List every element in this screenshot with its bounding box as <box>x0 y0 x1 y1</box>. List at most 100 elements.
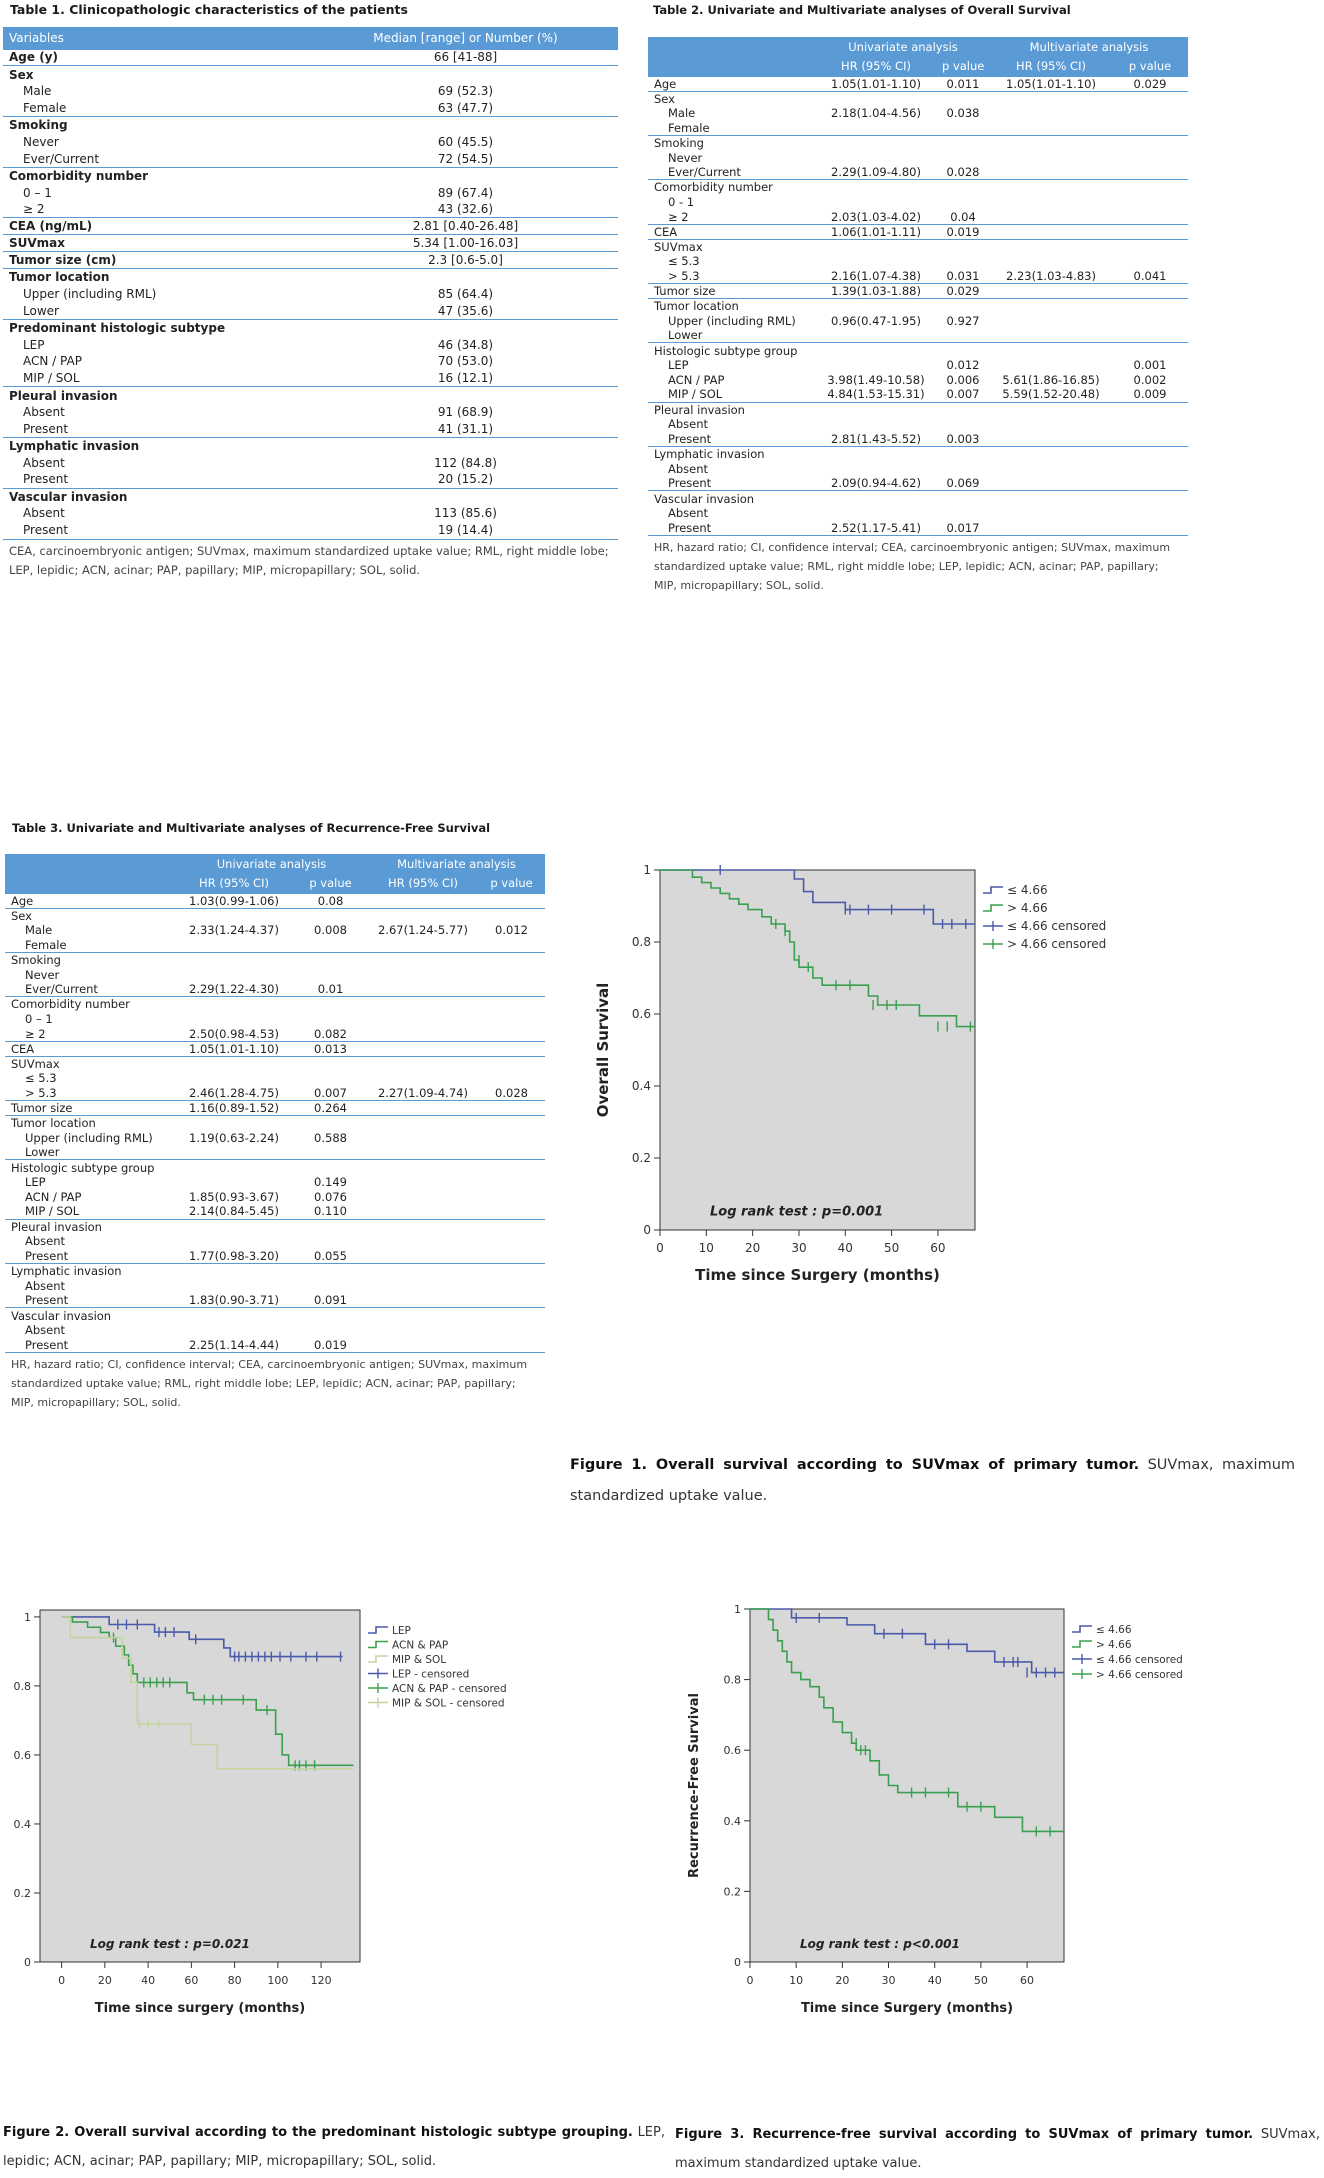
table1-caption: Table 1. Clinicopathologic characteristi… <box>10 2 408 17</box>
series-line <box>660 869 975 925</box>
x-tick-label: 120 <box>311 1974 332 1987</box>
x-tick-label: 20 <box>745 1241 760 1255</box>
row-cell <box>293 1278 368 1293</box>
table2-subheader-hr-multi: HR (95% CI) <box>990 56 1112 76</box>
row-cell <box>368 982 478 997</box>
row-cell: 0.028 <box>495 1085 528 1100</box>
table-row: Sex <box>5 907 545 923</box>
row-label: Male <box>668 106 696 121</box>
row-label: Absent <box>668 417 709 432</box>
row-cell: 0.019 <box>314 1337 347 1352</box>
table-row: MIP / SOL 16 (12.1) <box>3 370 618 387</box>
legend-label: MIP & SOL <box>392 1654 446 1666</box>
table-row: Lower <box>648 328 1188 343</box>
row-cell <box>816 195 936 210</box>
row-cell <box>1112 506 1188 521</box>
figure3-caption-text: SUVmax, maximum standardized uptake valu… <box>675 2127 1321 2171</box>
table-row: CEA 1.05(1.01-1.10) 0.013 <box>5 1040 545 1057</box>
row-value <box>313 166 618 185</box>
row-cell <box>990 417 1112 432</box>
row-label: CEA <box>648 223 816 240</box>
y-tick-label: 0.8 <box>632 935 651 949</box>
x-tick-label: 40 <box>838 1241 853 1255</box>
row-label: Pleural invasion <box>648 401 816 417</box>
row-label: Never <box>668 150 703 165</box>
row-cell <box>175 1218 293 1234</box>
row-value: 72 (54.5) <box>437 151 494 166</box>
series-line <box>61 1616 354 1770</box>
row-cell <box>936 446 990 462</box>
row-cell: 1.19(0.63-2.24) <box>189 1130 279 1145</box>
row-cell <box>175 1263 293 1279</box>
row-cell <box>936 238 990 254</box>
row-cell: 0.082 <box>314 1026 347 1041</box>
row-label: ≥ 2 <box>23 202 45 217</box>
row-cell <box>175 1145 293 1160</box>
table-row: Ever/Current 2.29(1.09-4.80) 0.028 <box>648 165 1188 180</box>
table-row: LEP 0.012 0.001 <box>648 358 1188 373</box>
table-row: Tumor size 1.39(1.03-1.88) 0.029 <box>648 283 1188 299</box>
x-tick-label: 0 <box>58 1974 65 1987</box>
legend-label: LEP - censored <box>392 1669 469 1681</box>
row-cell <box>1112 417 1188 432</box>
table3-subheader-hr-multi: HR (95% CI) <box>368 873 478 893</box>
row-label: MIP / SOL <box>668 387 723 402</box>
row-cell: 0.019 <box>936 223 990 240</box>
row-cell: 5.61(1.86-16.85) <box>1002 372 1100 387</box>
table-row: Present 2.25(1.14-4.44) 0.019 <box>5 1338 545 1353</box>
table-row: LEP 46 (34.8) <box>3 336 618 353</box>
table-row: MIP / SOL 2.14(0.84-5.45) 0.110 <box>5 1204 545 1219</box>
row-cell <box>368 1055 478 1071</box>
row-cell: 2.33(1.24-4.37) <box>189 923 279 938</box>
row-cell <box>368 1190 478 1205</box>
row-cell: 0.588 <box>314 1130 347 1145</box>
row-cell <box>1112 313 1188 328</box>
row-cell <box>368 1026 478 1041</box>
table-row: Lymphatic invasion <box>5 1263 545 1279</box>
row-cell <box>1112 223 1188 240</box>
row-cell: 2.16(1.07-4.38) <box>831 268 921 283</box>
row-cell <box>1112 209 1188 224</box>
row-cell <box>175 1071 293 1086</box>
table-row: Smoking <box>648 134 1188 151</box>
row-label: Upper (including RML) <box>25 1130 153 1145</box>
row-label: Sex <box>648 90 816 106</box>
row-cell <box>936 342 990 358</box>
row-label: Age (y) <box>3 48 313 66</box>
x-tick-label: 50 <box>884 1241 899 1255</box>
row-cell <box>175 1012 293 1027</box>
row-cell <box>1112 283 1188 299</box>
table1-header-median: Median [range] or Number (%) <box>313 27 618 49</box>
row-cell <box>368 1130 478 1145</box>
table-row: Age (y) 66 [41-88] <box>3 48 618 66</box>
row-cell <box>368 1115 478 1131</box>
row-label: Present <box>25 1293 69 1308</box>
row-cell <box>293 1145 368 1160</box>
row-label: ≥ 2 <box>668 209 689 224</box>
log-rank-annotation: Log rank test : p<0.001 <box>800 1937 960 1951</box>
row-cell: 0.003 <box>946 431 980 446</box>
row-cell <box>293 1218 368 1234</box>
series-line <box>61 1616 354 1767</box>
row-cell <box>368 1278 478 1293</box>
table-row: Absent 112 (84.8) <box>3 454 618 471</box>
table-row: Present 2.09(0.94-4.62) 0.069 <box>648 476 1188 491</box>
row-cell <box>990 106 1112 121</box>
table-row: MIP / SOL 4.84(1.53-15.31) 0.007 5.59(1.52-… <box>648 387 1188 402</box>
row-value <box>313 318 618 337</box>
row-label: 0 - 1 <box>668 194 695 209</box>
figure1-caption-title: Figure 1. Overall survival according to … <box>570 1457 1140 1473</box>
table-row: Comorbidity number <box>3 166 618 185</box>
table-row: Age 1.05(1.01-1.10) 0.011 1.05(1.01-1.10) 0.… <box>648 75 1188 91</box>
row-cell <box>990 195 1112 210</box>
row-cell <box>990 328 1112 343</box>
x-tick-label: 10 <box>699 1241 714 1255</box>
row-cell <box>368 1234 478 1249</box>
table-row: Ever/Current 2.29(1.22-4.30) 0.01 <box>5 982 545 997</box>
row-value: 16 (12.1) <box>437 371 494 386</box>
row-cell <box>990 521 1112 536</box>
row-cell: 2.29(1.09-4.80) <box>831 165 921 180</box>
figure2-caption-text: LEP, lepidic; ACN, acinar; PAP, papillar… <box>3 2125 665 2169</box>
y-tick-label: 0 <box>24 1956 31 1969</box>
figure1-caption-text: SUVmax, maximum standardized uptake valu… <box>570 1457 1296 1504</box>
